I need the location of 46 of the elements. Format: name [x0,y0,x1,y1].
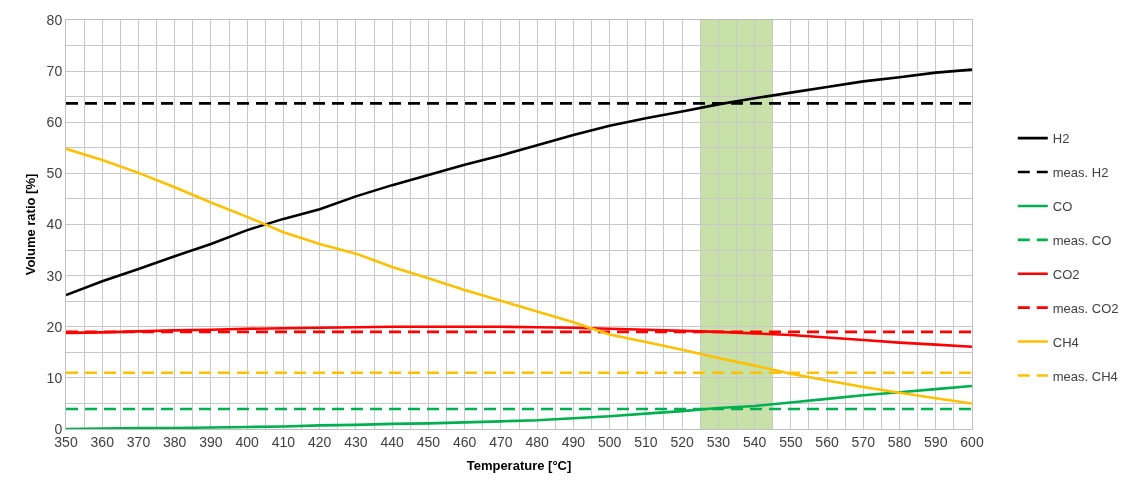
legend-label: meas. CO2 [1052,300,1119,316]
legend-label: CO [1052,199,1073,215]
x-tick-label: 460 [452,433,477,450]
line-series [66,68,972,297]
x-axis-title: Temperature [°C] [466,458,572,474]
x-tick-label: 430 [344,433,368,450]
x-tick-label: 590 [924,433,948,450]
x-tick-label: 360 [90,433,115,450]
y-tick-label: 20 [46,318,63,335]
y-axis-title: Volume ratio [%] [22,173,38,276]
x-tick-label: 410 [271,433,296,450]
legend-label: meas. CO [1052,232,1112,248]
x-tick-label: 400 [235,433,260,450]
x-tick-label: 440 [380,433,405,450]
x-tick-label: 370 [126,433,151,450]
x-tick-label: 530 [706,433,731,450]
y-tick-label: 30 [46,267,63,284]
legend-label: meas. H2 [1052,165,1109,181]
legend-label: H2 [1052,131,1070,147]
y-tick-label: 70 [46,63,63,80]
x-tick-label: 510 [634,433,658,450]
x-tick-label: 540 [742,433,767,450]
y-tick-label: 50 [46,165,63,182]
x-tick-label: 470 [489,433,513,450]
x-tick-label: 490 [561,433,586,450]
y-tick-label: 60 [46,114,63,131]
x-tick-label: 550 [779,433,803,450]
y-tick-label: 40 [46,216,63,233]
y-tick-label: 10 [46,369,63,386]
x-tick-label: 420 [308,433,332,450]
legend-label: CO2 [1052,266,1080,282]
x-tick-label: 520 [670,433,694,450]
x-tick-label: 390 [199,433,223,450]
legend-label: meas. CH4 [1052,368,1118,384]
x-tick-label: 560 [815,433,839,450]
x-tick-label: 380 [163,433,187,450]
line-series [66,384,972,429]
x-tick-label: 480 [525,433,550,450]
line-series [66,147,972,405]
x-tick-label: 570 [851,433,876,450]
x-tick-label: 580 [887,433,912,450]
y-tick-label: 80 [46,11,63,28]
x-tick-label: 500 [597,433,622,450]
x-tick-label: 450 [416,433,441,450]
legend-label: CH4 [1052,334,1079,350]
x-tick-label: 600 [960,433,984,450]
